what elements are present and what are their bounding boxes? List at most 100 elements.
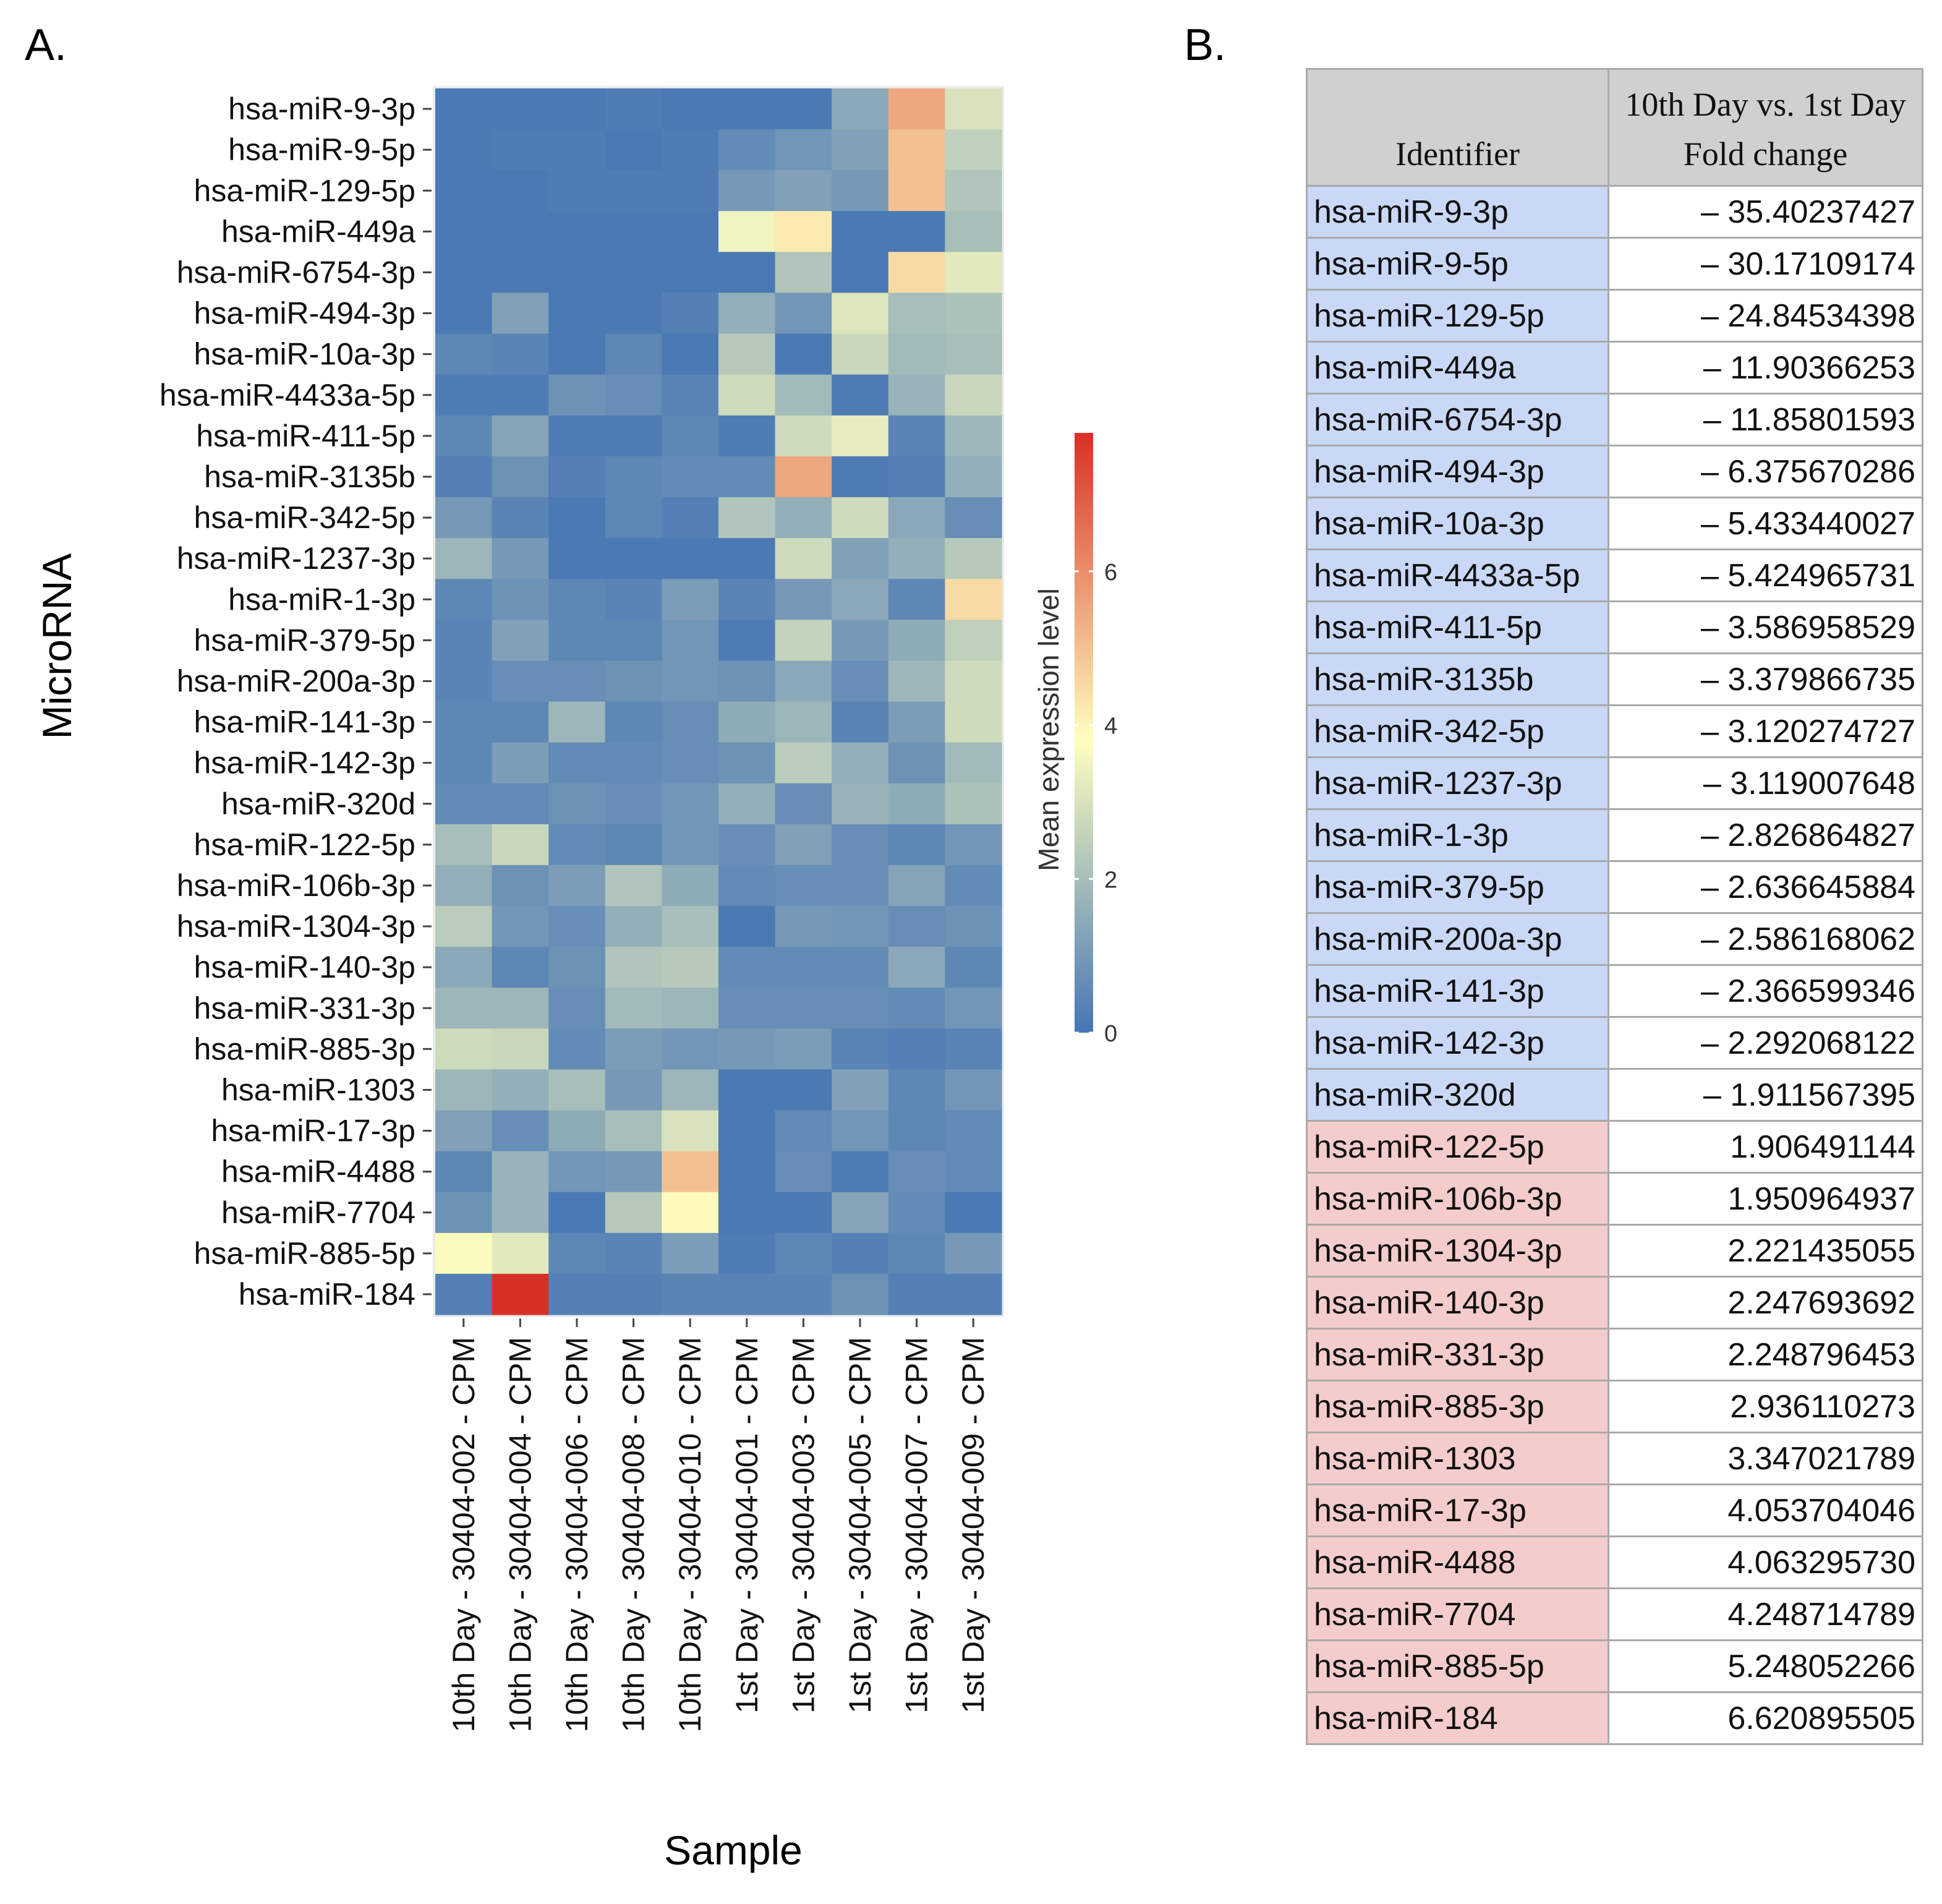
heatmap-cell [492,538,549,579]
identifier-cell: hsa-miR-449a [1306,341,1609,395]
heatmap-cell [662,824,719,866]
row-label: hsa-miR-184 [239,1277,415,1312]
heatmap-cell [662,456,719,498]
heatmap-cell [775,1028,832,1070]
fold-change-cell: – 30.17109174 [1608,237,1923,291]
heatmap-cell [832,701,889,743]
heatmap-cell [435,170,493,211]
row-label: hsa-miR-9-5p [228,132,415,167]
heatmap-cell [888,579,945,620]
heatmap-cell [662,660,719,702]
heatmap-cell [492,1192,549,1234]
heatmap-cell [662,1151,719,1193]
heatmap-cell [718,824,776,866]
heatmap-cell [548,497,606,539]
heatmap-cell [548,824,606,866]
column-label: 10th Day - 30404-008 - CPM [616,1337,651,1732]
heatmap-cell [605,211,662,252]
heatmap-cell [945,333,1002,375]
fold-change-cell: – 6.375670286 [1608,445,1923,498]
heatmap-cell [548,1110,606,1152]
heatmap-cell [832,947,889,988]
fold-change-cell: – 3.379866735 [1608,652,1923,706]
row-label: hsa-miR-142-3p [194,746,415,780]
heatmap-cell [832,170,889,211]
heatmap-cell [775,742,832,784]
fold-change-cell: – 5.424965731 [1608,549,1923,602]
table-row: hsa-miR-320d – 1.911567395 [1306,1068,1923,1122]
heatmap-cell [832,88,889,130]
heatmap-cell [945,579,1002,620]
table-row: hsa-miR-7704 4.248714789 [1306,1587,1923,1641]
heatmap-cell [662,783,719,825]
table-row: hsa-miR-379-5p – 2.636645884 [1306,860,1923,914]
heatmap-cell [945,1069,1002,1111]
heatmap-cell [548,456,606,498]
table-row: hsa-miR-141-3p – 2.366599346 [1306,964,1923,1018]
heatmap-cell [492,292,549,335]
heatmap-cell [888,742,945,784]
heatmap-cell [548,129,606,171]
heatmap-cell [662,88,719,130]
heatmap-cell [492,824,549,866]
fold-change-table-body: hsa-miR-9-3p – 35.40237427 hsa-miR-9-5p – 3… [1306,185,1923,1745]
heatmap-cell [718,742,776,784]
legend-tick-label: 4 [1104,714,1117,740]
heatmap-cell [832,1192,889,1234]
fold-change-cell: 2.248796453 [1608,1328,1923,1381]
column-label: 1st Day - 30404-005 - CPM [843,1337,877,1714]
heatmap-cell [492,1069,549,1111]
identifier-cell: hsa-miR-885-3p [1306,1380,1609,1433]
heatmap-cell [832,129,889,171]
identifier-cell: hsa-miR-122-5p [1306,1120,1609,1174]
heatmap-cell [775,333,832,375]
panel-b-label: B. [1184,20,1227,70]
row-label: hsa-miR-885-5p [194,1236,415,1271]
heatmap-cell [435,456,493,498]
heatmap-cell [662,1028,719,1070]
fold-change-cell: – 24.84534398 [1608,289,1923,343]
heatmap-cell [775,988,832,1029]
heatmap-cell [945,456,1002,498]
heatmap-cell [435,497,493,539]
heatmap-cell [718,88,776,130]
heatmap-cell [945,742,1002,784]
heatmap-cell [548,211,606,252]
row-label: hsa-miR-331-3p [194,991,415,1025]
heatmap-cell [718,252,776,294]
heatmap-cell [662,333,719,375]
fold-change-cell: – 2.586168062 [1608,912,1923,966]
heatmap-cell [832,864,889,907]
row-label: hsa-miR-342-5p [194,500,415,535]
heatmap-cell [888,374,945,416]
column-label: 1st Day - 30404-007 - CPM [900,1337,934,1714]
fold-change-cell: 6.620895505 [1608,1691,1923,1745]
heatmap-cell [548,701,606,743]
heatmap-cell [775,252,832,294]
heatmap-cell [605,783,662,825]
heatmap-cell [435,1028,493,1070]
table-row: hsa-miR-129-5p – 24.84534398 [1306,289,1923,343]
row-label: hsa-miR-449a [221,214,415,249]
heatmap-cell [662,1273,719,1315]
fold-change-cell: 2.936110273 [1608,1380,1923,1433]
row-label: hsa-miR-140-3p [194,950,415,984]
heatmap-cell [548,1069,606,1111]
heatmap-cell [718,579,776,620]
table-row: hsa-miR-1304-3p 2.221435055 [1306,1224,1923,1278]
heatmap-cell [718,211,776,252]
heatmap-cell [718,292,776,335]
heatmap-cell [888,129,945,171]
row-label: hsa-miR-1303 [221,1072,415,1107]
heatmap-cell [435,947,493,988]
heatmap-cell [492,1232,549,1274]
heatmap-cell [662,129,719,171]
heatmap-cell [718,988,776,1029]
heatmap-cell [435,1192,493,1234]
heatmap-cell [775,211,832,252]
row-label: hsa-miR-1-3p [228,582,415,617]
legend-tick-label: 6 [1104,560,1117,586]
heatmap-cell [548,538,606,579]
table-row: hsa-miR-411-5p – 3.586958529 [1306,600,1923,654]
heatmap-cell [435,1110,493,1152]
